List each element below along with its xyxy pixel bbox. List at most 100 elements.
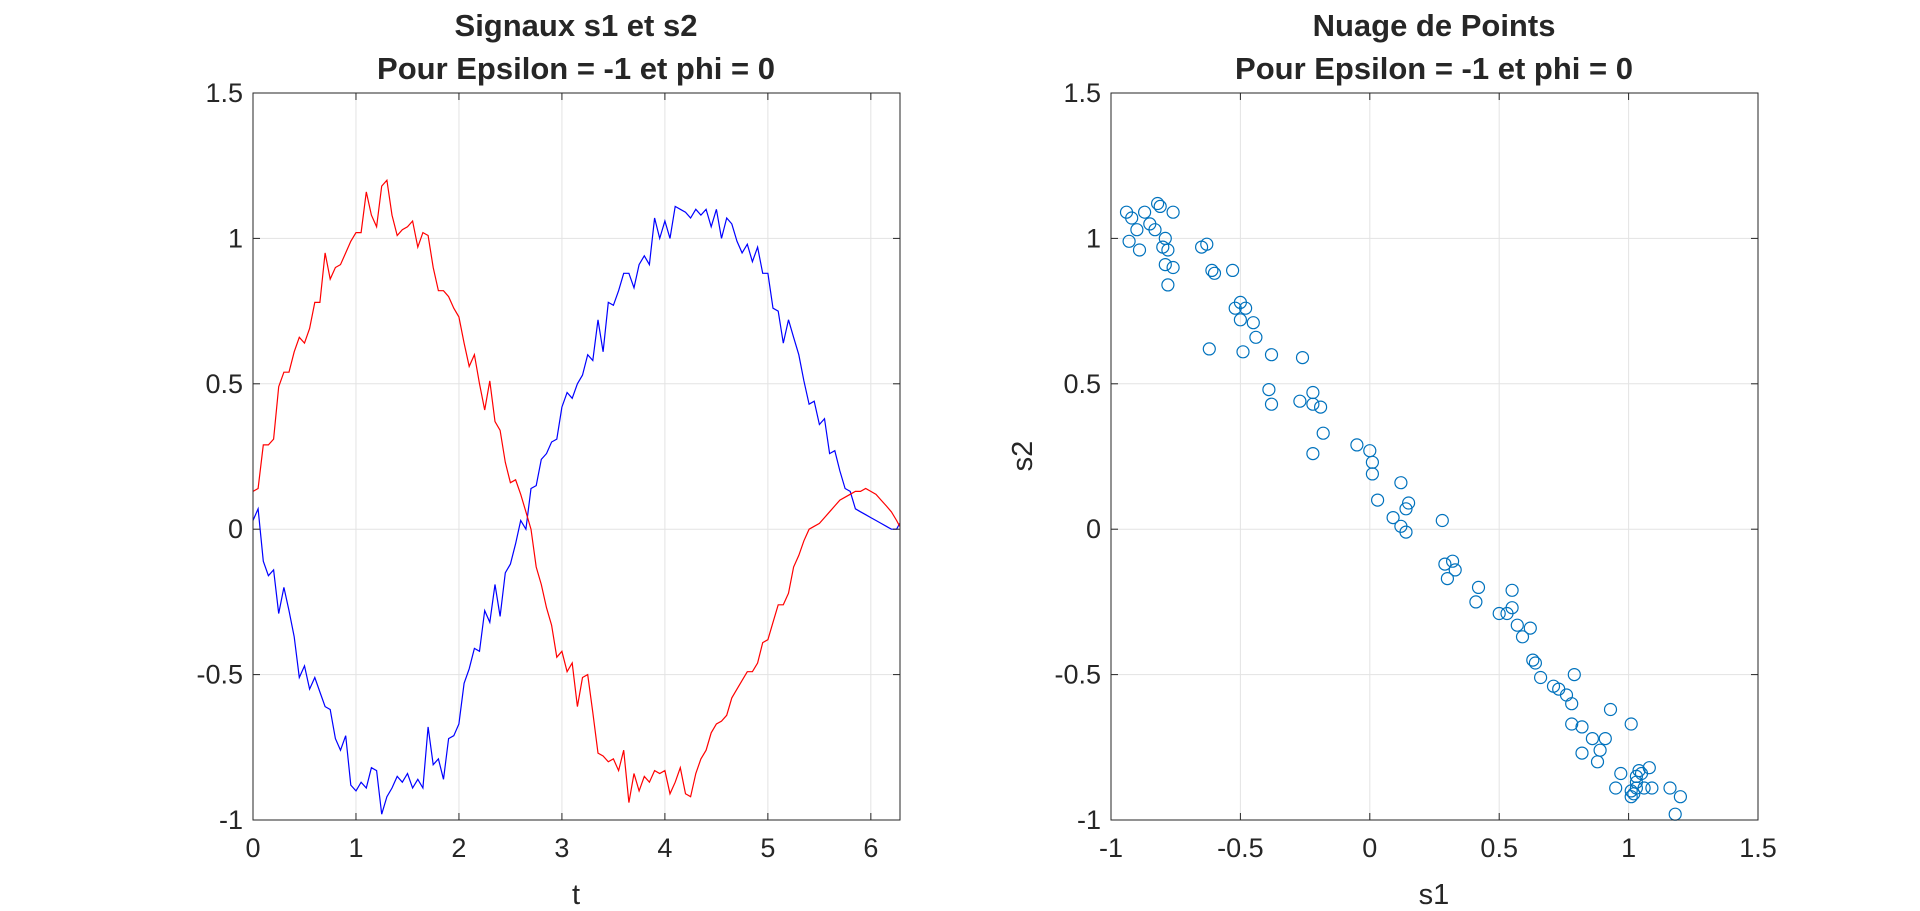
scatter-point: [1575, 720, 1589, 734]
scatter-plot: Nuage de Points Pour Epsilon = -1 et phi…: [1007, 8, 1777, 911]
scatter-point: [1236, 345, 1250, 359]
signal-plot-title: Signaux s1 et s2: [455, 8, 698, 43]
scatter-plot-xlabel: s1: [1419, 879, 1450, 911]
scatter-point: [1132, 243, 1147, 257]
signal-tick-label-x: 4: [657, 833, 672, 863]
scatter-point: [1295, 351, 1310, 365]
scatter-point: [1228, 301, 1242, 315]
scatter-point: [1122, 234, 1136, 248]
scatter-point: [1238, 301, 1253, 315]
signal-plot-xlabel: t: [572, 879, 580, 911]
scatter-point: [1200, 237, 1214, 251]
scatter-point: [1225, 263, 1240, 277]
signal-tick-label-x: 0: [245, 833, 260, 863]
scatter-point: [1673, 790, 1688, 804]
series-line-2: [252, 178, 901, 803]
signal-tick-label-y: 1: [228, 223, 243, 253]
scatter-tick-label-x: 0.5: [1480, 833, 1518, 863]
scatter-point: [1567, 667, 1581, 682]
scatter-point: [1262, 383, 1276, 397]
signal-tick-label-y: -0.5: [196, 660, 243, 690]
scatter-point: [1130, 223, 1144, 237]
scatter-point: [1316, 426, 1330, 440]
scatter-point: [1445, 554, 1460, 568]
signal-plot-ticks: 0 1 2 3 4 5 6 -1 -0.5 0 0.5 1 1.5: [196, 78, 900, 863]
scatter-point: [1246, 316, 1260, 330]
scatter-point: [1448, 563, 1462, 577]
scatter-tick-label-y: 0.5: [1063, 369, 1101, 399]
scatter-point: [1438, 557, 1452, 571]
scatter-plot-ticks: -1 -0.5 0 0.5 1 1.5 -1 -0.5 0 0.5 1 1.5: [1054, 78, 1776, 863]
scatter-tick-label-x: -1: [1099, 833, 1123, 863]
scatter-point: [1575, 746, 1589, 760]
scatter-point: [1645, 781, 1659, 795]
series-line-1: [252, 205, 901, 815]
scatter-point: [1365, 467, 1380, 481]
scatter-point: [1166, 205, 1180, 219]
signal-plot-axes-box: [252, 92, 901, 821]
scatter-point: [1492, 606, 1506, 621]
scatter-point: [1137, 205, 1152, 219]
signal-plot: Signaux s1 et s2 Pour Epsilon = -1 et ph…: [196, 8, 901, 911]
scatter-point: [1500, 606, 1514, 621]
scatter-point: [1306, 447, 1320, 461]
scatter-point: [1435, 513, 1449, 528]
scatter-point: [1394, 476, 1408, 490]
scatter-point: [1565, 697, 1579, 711]
scatter-tick-label-x: 1.5: [1739, 833, 1777, 863]
scatter-point: [1642, 761, 1656, 775]
scatter-point: [1293, 394, 1307, 408]
scatter-point: [1526, 653, 1540, 667]
scatter-point: [1166, 260, 1180, 275]
signal-tick-label-x: 3: [554, 833, 569, 863]
scatter-plot-ylabel: s2: [1007, 441, 1039, 472]
scatter-tick-label-x: 1: [1621, 833, 1636, 863]
scatter-tick-label-x: -0.5: [1217, 833, 1264, 863]
scatter-plot-area: [1119, 196, 1688, 821]
signal-tick-label-x: 6: [863, 833, 878, 863]
scatter-tick-label-y: 0: [1086, 514, 1101, 544]
signal-tick-label-y: -1: [219, 805, 243, 835]
scatter-point: [1350, 438, 1364, 452]
scatter-point: [1264, 397, 1279, 411]
scatter-point: [1202, 342, 1216, 356]
signal-tick-label-x: 2: [451, 833, 466, 863]
scatter-point: [1386, 510, 1400, 525]
scatter-point: [1505, 583, 1519, 597]
scatter-plot-axes-box: [1110, 92, 1759, 821]
scatter-point: [1637, 781, 1651, 795]
signal-tick-label-x: 5: [760, 833, 775, 863]
scatter-point: [1515, 630, 1530, 644]
scatter-point: [1233, 313, 1248, 327]
scatter-point: [1401, 496, 1416, 510]
signal-tick-label-x: 1: [348, 833, 363, 863]
scatter-point: [1614, 766, 1628, 781]
scatter-point: [1469, 595, 1483, 609]
scatter-tick-label-y: -0.5: [1054, 660, 1101, 690]
scatter-point: [1533, 670, 1548, 685]
scatter-plot-title: Nuage de Points: [1313, 8, 1556, 43]
scatter-point: [1609, 781, 1623, 795]
scatter-point: [1399, 525, 1413, 539]
scatter-tick-label-y: -1: [1077, 805, 1101, 835]
signal-tick-label-y: 0: [228, 514, 243, 544]
scatter-point: [1153, 199, 1167, 213]
scatter-point: [1399, 502, 1413, 516]
scatter-point: [1510, 618, 1524, 632]
scatter-point: [1249, 330, 1263, 344]
scatter-point: [1205, 263, 1219, 277]
scatter-point: [1598, 731, 1612, 746]
scatter-point: [1528, 656, 1543, 670]
scatter-point: [1158, 258, 1172, 272]
scatter-point: [1150, 196, 1165, 211]
scatter-tick-label-y: 1.5: [1063, 78, 1101, 108]
scatter-point: [1148, 223, 1162, 237]
scatter-point: [1565, 717, 1579, 731]
scatter-point: [1207, 266, 1222, 280]
scatter-point: [1471, 580, 1486, 595]
scatter-point: [1306, 397, 1320, 411]
scatter-point: [1624, 717, 1638, 731]
scatter-point: [1370, 493, 1385, 507]
